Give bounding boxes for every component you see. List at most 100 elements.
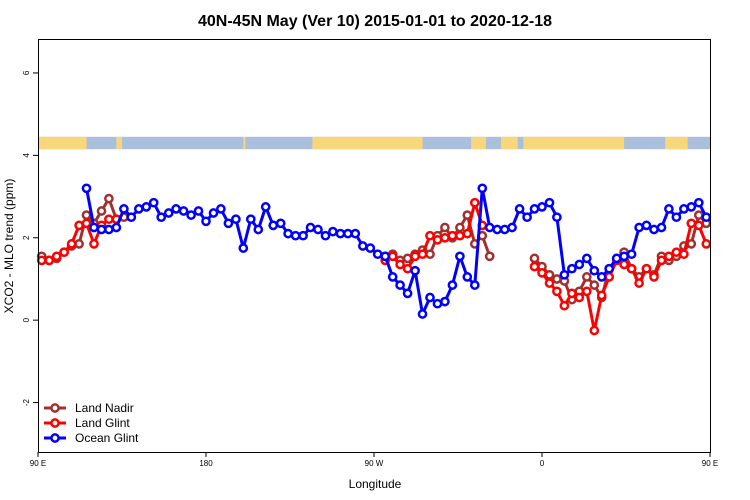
data-point <box>559 300 570 311</box>
data-point <box>679 204 689 214</box>
data-point <box>455 251 465 262</box>
data-point <box>671 212 682 223</box>
data-point <box>701 212 712 223</box>
data-point <box>156 212 167 223</box>
data-point <box>455 222 465 233</box>
data-point <box>372 249 383 260</box>
data-point <box>223 218 234 229</box>
data-point <box>133 204 144 214</box>
data-point <box>387 251 398 262</box>
data-point <box>410 265 420 276</box>
legend-label: Ocean Glint <box>75 431 139 445</box>
data-point <box>89 239 99 249</box>
data-point <box>567 263 577 274</box>
data-point <box>365 243 376 253</box>
data-point <box>641 220 652 231</box>
data-point <box>529 253 540 264</box>
data-point <box>499 224 510 235</box>
data-point <box>596 272 607 282</box>
data-point <box>357 241 368 251</box>
data-point <box>529 261 540 272</box>
land-band-1 <box>116 136 122 150</box>
land-band-7 <box>665 136 688 150</box>
data-point <box>447 230 458 241</box>
data-point <box>522 212 532 223</box>
data-point <box>74 239 84 249</box>
data-point <box>604 263 615 274</box>
data-point <box>664 204 674 214</box>
data-point <box>477 183 488 194</box>
land-band-4 <box>471 136 486 150</box>
data-point <box>619 251 629 262</box>
data-point <box>619 259 629 270</box>
data-point <box>462 228 473 239</box>
data-point <box>440 232 450 243</box>
data-point <box>537 267 547 278</box>
data-point <box>59 247 69 258</box>
y-axis-label: XCO2 - MLO trend (ppm) <box>2 179 16 314</box>
x-tick-label: 180 <box>199 459 213 468</box>
data-point <box>350 228 361 239</box>
data-point <box>395 259 405 270</box>
data-point <box>268 220 279 231</box>
data-point <box>649 224 659 235</box>
data-point <box>432 298 443 309</box>
x-axis-label: Longitude <box>349 477 402 491</box>
x-axis: 90 E 180 90 W 0 90 E <box>30 452 718 468</box>
data-point <box>455 230 465 241</box>
data-point <box>634 278 644 288</box>
data-point <box>649 272 659 282</box>
data-point <box>552 286 562 297</box>
data-point <box>335 228 346 239</box>
data-point <box>693 210 704 220</box>
data-point <box>656 255 667 266</box>
data-point <box>567 288 577 299</box>
y-tick-label: 2 <box>22 235 31 240</box>
data-point <box>328 226 338 237</box>
data-point <box>671 247 682 258</box>
data-point <box>432 234 443 245</box>
data-point <box>141 202 152 212</box>
data-point <box>253 224 264 235</box>
data-point <box>552 274 562 284</box>
data-point <box>462 272 473 282</box>
data-point <box>380 251 391 262</box>
data-point <box>104 224 114 235</box>
data-point <box>604 272 615 282</box>
data-point <box>104 193 114 204</box>
data-point <box>634 222 644 233</box>
data-point <box>686 218 697 229</box>
data-point <box>656 222 667 233</box>
data-point <box>425 249 435 260</box>
data-point <box>51 251 62 262</box>
data-point <box>484 251 495 262</box>
data-point <box>96 224 107 235</box>
data-point <box>402 253 413 264</box>
data-point <box>514 204 525 214</box>
legend-label: Land Glint <box>75 416 130 430</box>
y-axis: -2 0 2 4 6 <box>22 70 38 406</box>
data-point <box>402 263 413 274</box>
data-point <box>201 216 211 227</box>
y-tick-label: -2 <box>22 398 31 406</box>
data-point <box>425 230 435 241</box>
legend-item: Ocean Glint <box>44 431 139 445</box>
data-point <box>686 239 697 249</box>
data-point <box>544 197 555 208</box>
data-point <box>440 222 450 233</box>
data-point <box>89 222 99 233</box>
data-point <box>283 228 293 239</box>
data-point <box>469 197 480 208</box>
data-point <box>693 220 704 231</box>
series-land-glint <box>36 197 712 336</box>
data-point <box>552 212 562 223</box>
data-point <box>611 253 622 264</box>
data-point <box>275 218 286 229</box>
data-point <box>320 230 331 241</box>
data-point <box>81 210 92 220</box>
data-point <box>693 197 704 208</box>
data-point <box>238 243 249 253</box>
legend-item: Land Nadir <box>44 401 134 415</box>
